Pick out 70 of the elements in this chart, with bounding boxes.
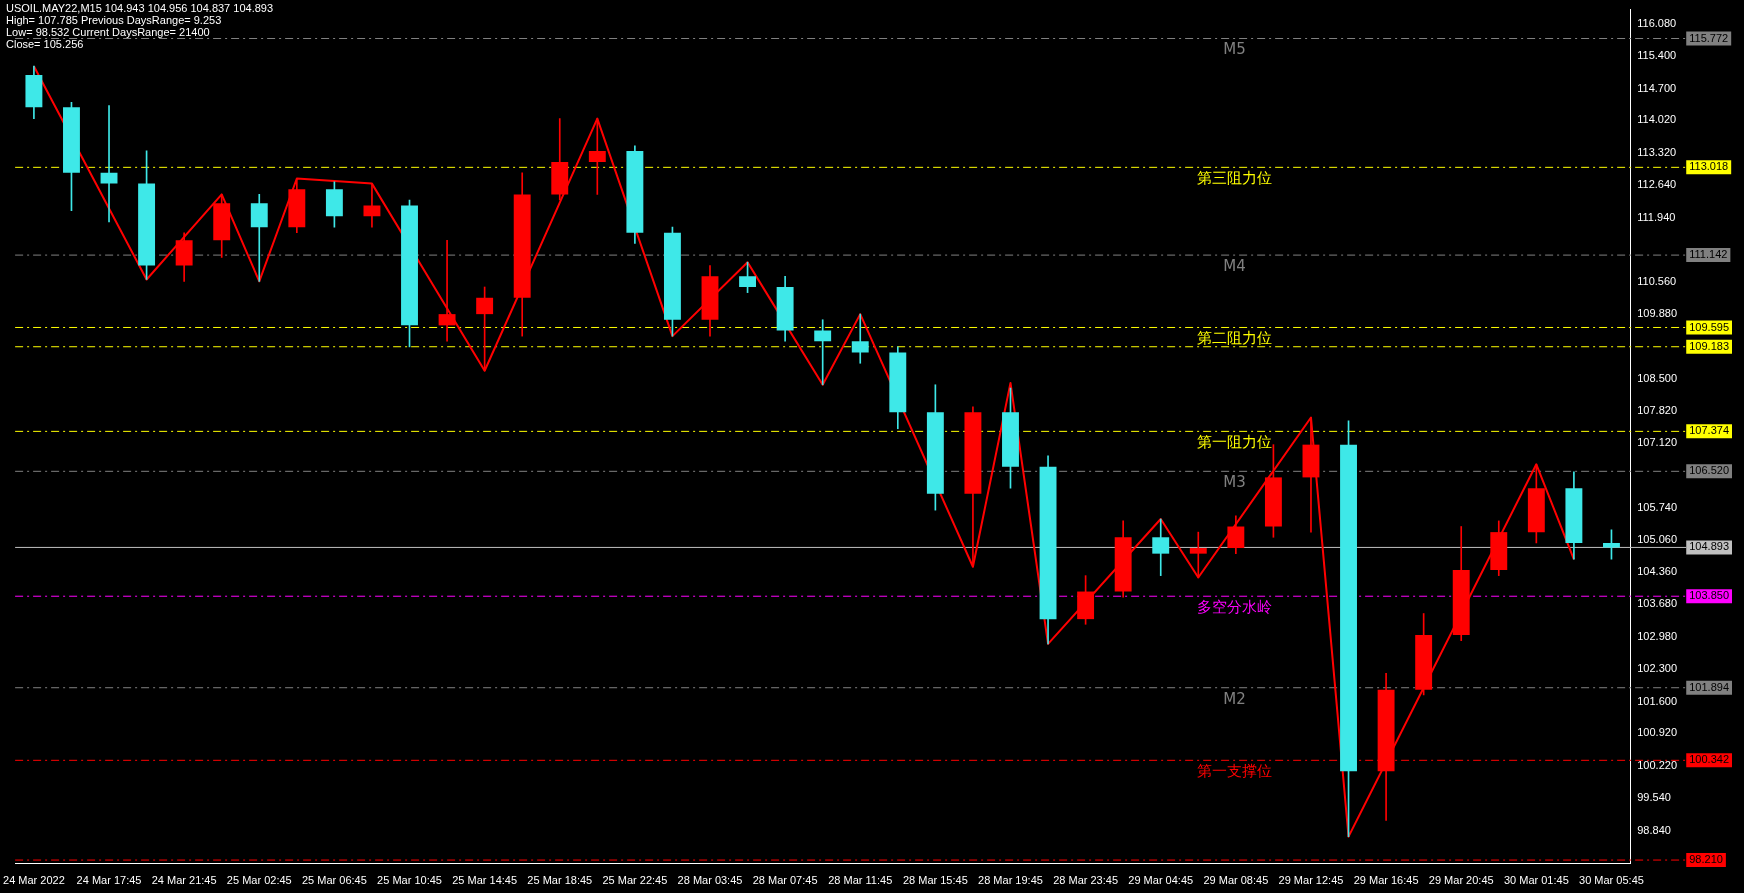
x-tick-label: 24 Mar 2022: [3, 874, 65, 887]
ref-line-label: 103.850: [1689, 589, 1729, 602]
y-tick-label: 105.740: [1637, 500, 1677, 513]
x-tick-label: 25 Mar 02:45: [226, 874, 292, 887]
annotation: Low= 98.532 Current DaysRange= 21400: [6, 26, 211, 38]
x-tick-label: 24 Mar 21:45: [151, 874, 217, 887]
ref-line-label: 98.210: [1689, 853, 1723, 866]
y-tick-label: 112.640: [1637, 178, 1677, 191]
ref-line-label: 109.183: [1689, 339, 1729, 352]
x-tick-label: 28 Mar 23:45: [1053, 874, 1119, 887]
ref-line-label: 107.374: [1689, 424, 1729, 437]
annotation: Close= 105.256: [6, 38, 85, 50]
ref-line-label: 101.894: [1689, 680, 1729, 693]
x-tick-label: 28 Mar 11:45: [828, 874, 893, 887]
y-tick-label: 113.320: [1637, 146, 1677, 159]
y-tick-label: 107.820: [1637, 403, 1677, 416]
ref-line-label: 115.772: [1689, 31, 1729, 44]
y-tick-label: 111.940: [1637, 210, 1676, 223]
x-tick-label: 30 Mar 01:45: [1503, 874, 1569, 887]
annotation: M5: [1223, 40, 1246, 59]
y-tick-label: 104.360: [1637, 565, 1677, 578]
x-tick-label: 25 Mar 06:45: [301, 874, 367, 887]
x-tick-label: 25 Mar 22:45: [602, 874, 668, 887]
x-tick-label: 29 Mar 12:45: [1278, 874, 1344, 887]
y-tick-label: 103.680: [1637, 597, 1677, 610]
x-tick-label: 28 Mar 15:45: [902, 874, 968, 887]
x-tick-label: 30 Mar 05:45: [1579, 874, 1644, 887]
x-tick-label: 28 Mar 07:45: [752, 874, 818, 887]
annotation: 多空分水岭: [1197, 598, 1273, 617]
y-tick-label: 114.020: [1637, 113, 1677, 126]
y-tick-label: 100.920: [1637, 726, 1677, 739]
x-tick-label: 28 Mar 19:45: [978, 874, 1043, 887]
y-tick-label: 101.600: [1637, 694, 1677, 707]
annotation: High= 107.785 Previous DaysRange= 9.253: [6, 14, 223, 26]
y-tick-label: 109.880: [1637, 307, 1677, 320]
x-tick-label: 29 Mar 16:45: [1353, 874, 1419, 887]
x-tick-label: 29 Mar 20:45: [1428, 874, 1494, 887]
ref-line-label: 100.342: [1689, 753, 1729, 766]
ref-line-label: 111.142: [1689, 248, 1728, 261]
annotation: M3: [1223, 473, 1246, 492]
y-tick-label: 107.120: [1637, 436, 1677, 449]
y-tick-label: 116.080: [1637, 17, 1677, 30]
y-tick-label: 100.220: [1637, 759, 1677, 772]
y-tick-label: 105.060: [1637, 532, 1677, 545]
y-tick-label: 115.400: [1637, 48, 1677, 61]
annotation: M2: [1223, 689, 1246, 708]
annotation: 第二阻力位: [1197, 329, 1273, 348]
annotation: M4: [1223, 256, 1246, 275]
annotation: 第三阻力位: [1197, 169, 1273, 188]
ref-line-label: 106.520: [1689, 464, 1729, 477]
x-tick-label: 25 Mar 14:45: [452, 874, 518, 887]
y-tick-label: 110.560: [1637, 275, 1677, 288]
chart-title: USOIL.MAY22,M15 104.943 104.956 104.837 104.893: [6, 2, 274, 14]
x-tick-label: 29 Mar 08:45: [1203, 874, 1269, 887]
x-tick-label: 25 Mar 10:45: [377, 874, 442, 887]
y-tick-label: 99.540: [1637, 790, 1671, 803]
ref-line-label: 113.018: [1689, 160, 1729, 173]
ref-line-label: 104.893: [1689, 540, 1729, 553]
x-tick-label: 24 Mar 17:45: [76, 874, 142, 887]
y-tick-label: 102.300: [1637, 661, 1677, 674]
annotation: 第一阻力位: [1197, 433, 1273, 452]
ref-line-label: 109.595: [1689, 320, 1729, 333]
y-tick-label: 108.500: [1637, 371, 1677, 384]
y-tick-label: 102.980: [1637, 629, 1677, 642]
x-tick-label: 29 Mar 04:45: [1128, 874, 1194, 887]
annotation: 第一支撑位: [1197, 762, 1273, 781]
x-tick-label: 28 Mar 03:45: [677, 874, 743, 887]
y-tick-label: 114.700: [1637, 81, 1677, 94]
y-tick-label: 98.840: [1637, 823, 1671, 836]
x-tick-label: 25 Mar 18:45: [527, 874, 593, 887]
